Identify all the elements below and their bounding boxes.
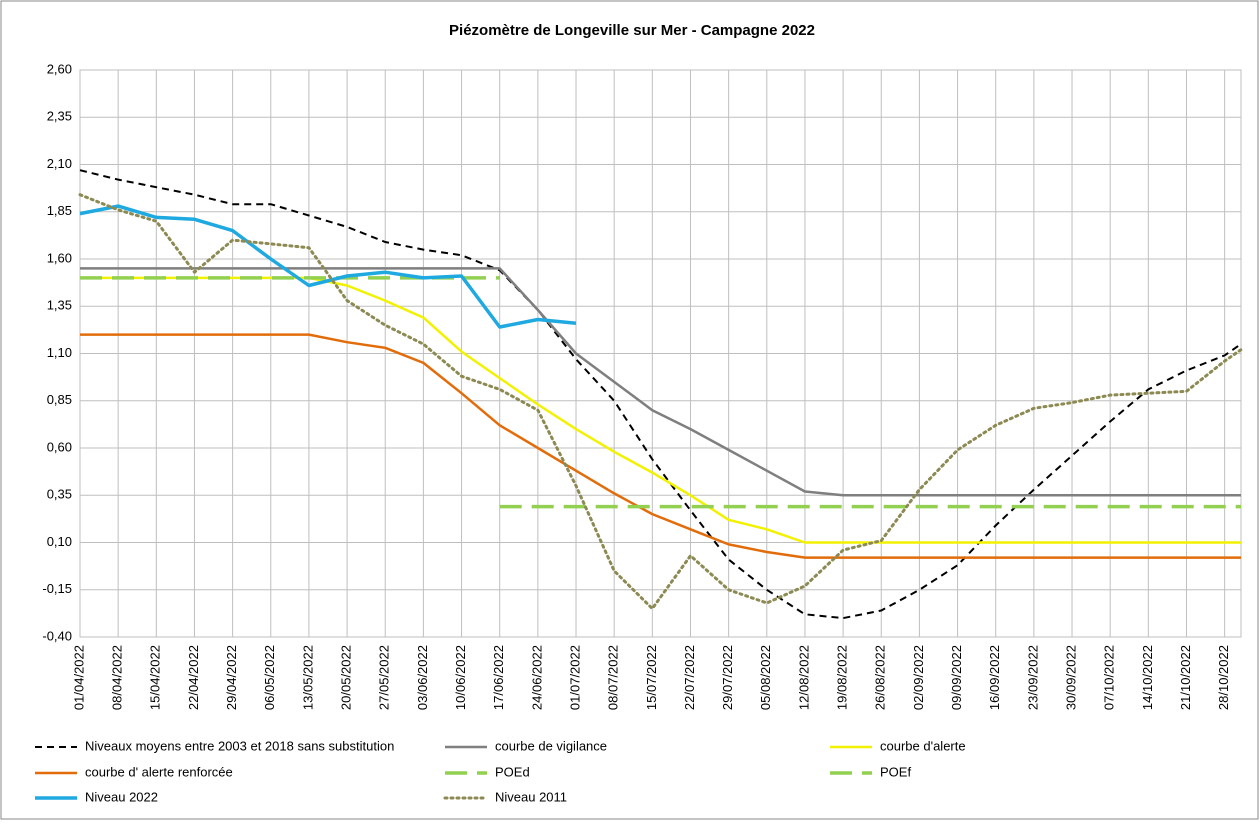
x-tick-label: 05/08/2022 xyxy=(758,645,773,710)
x-tick-label: 24/06/2022 xyxy=(529,645,544,710)
legend-label: Niveau 2011 xyxy=(495,789,567,804)
series-line xyxy=(79,204,577,329)
y-tick-label: 0,60 xyxy=(47,439,72,454)
x-tick-label: 01/04/2022 xyxy=(71,645,86,710)
x-tick-label: 02/09/2022 xyxy=(911,645,926,710)
x-tick-label: 20/05/2022 xyxy=(339,645,354,710)
legend-label: POEf xyxy=(880,764,911,779)
y-tick-label: 0,85 xyxy=(47,392,72,407)
x-tick-label: 19/08/2022 xyxy=(835,645,850,710)
x-tick-label: 22/04/2022 xyxy=(186,645,201,710)
x-tick-label: 29/07/2022 xyxy=(720,645,735,710)
x-tick-label: 15/07/2022 xyxy=(644,645,659,710)
x-tick-label: 21/10/2022 xyxy=(1178,645,1193,710)
x-tick-label: 10/06/2022 xyxy=(453,645,468,710)
x-tick-label: 15/04/2022 xyxy=(148,645,163,710)
y-tick-label: -0,40 xyxy=(42,628,72,643)
x-tick-label: 28/10/2022 xyxy=(1216,645,1231,710)
y-tick-label: 2,35 xyxy=(47,109,72,124)
x-tick-label: 01/07/2022 xyxy=(567,645,582,710)
legend-label: POEd xyxy=(495,764,530,779)
x-tick-label: 23/09/2022 xyxy=(1025,645,1040,710)
x-tick-label: 09/09/2022 xyxy=(949,645,964,710)
series-line xyxy=(80,333,1241,559)
y-tick-label: 0,10 xyxy=(47,534,72,549)
x-tick-label: 06/05/2022 xyxy=(262,645,277,710)
y-tick-label: -0,15 xyxy=(42,581,72,596)
y-tick-label: 1,85 xyxy=(47,203,72,218)
legend-label: courbe d' alerte renforcée xyxy=(85,764,233,779)
legend-label: Niveaux moyens entre 2003 et 2018 sans s… xyxy=(85,738,394,753)
y-tick-label: 1,35 xyxy=(47,298,72,313)
x-tick-label: 12/08/2022 xyxy=(796,645,811,710)
series-line xyxy=(78,193,1243,611)
y-tick-label: 1,10 xyxy=(47,345,72,360)
x-tick-label: 08/04/2022 xyxy=(110,645,125,710)
x-tick-label: 03/06/2022 xyxy=(415,645,430,710)
x-tick-label: 17/06/2022 xyxy=(491,645,506,710)
chart-title: Piézomètre de Longeville sur Mer - Campa… xyxy=(449,22,815,39)
series-line xyxy=(80,267,1241,497)
y-tick-label: 2,60 xyxy=(47,61,72,76)
legend-label: Niveau 2022 xyxy=(85,789,158,804)
legend-label: courbe de vigilance xyxy=(495,738,607,753)
x-tick-label: 22/07/2022 xyxy=(682,645,697,710)
x-tick-label: 27/05/2022 xyxy=(377,645,392,710)
x-tick-label: 16/09/2022 xyxy=(987,645,1002,710)
y-tick-label: 2,10 xyxy=(47,156,72,171)
x-tick-label: 14/10/2022 xyxy=(1140,645,1155,710)
x-tick-label: 30/09/2022 xyxy=(1063,645,1078,710)
x-tick-label: 29/04/2022 xyxy=(224,645,239,710)
y-tick-label: 1,60 xyxy=(47,250,72,265)
y-tick-label: 0,35 xyxy=(47,487,72,502)
x-tick-label: 13/05/2022 xyxy=(300,645,315,710)
x-tick-label: 07/10/2022 xyxy=(1102,645,1117,710)
x-tick-label: 26/08/2022 xyxy=(873,645,888,710)
legend-label: courbe d'alerte xyxy=(880,738,966,753)
x-tick-label: 08/07/2022 xyxy=(606,645,621,710)
